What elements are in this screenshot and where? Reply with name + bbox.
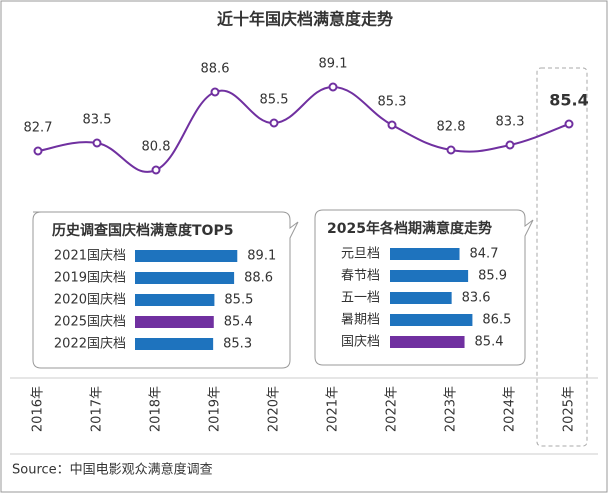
data-label: 85.5: [224, 293, 253, 308]
data-label: 89.1: [247, 249, 276, 264]
source: Source：中国电影观众满意度调查: [12, 462, 213, 478]
highlight-box: [536, 67, 588, 447]
y-tick-label: 五一档: [341, 291, 380, 306]
bar: [135, 272, 235, 284]
data-label: 85.5: [260, 93, 289, 108]
point: [387, 120, 397, 130]
bar: [390, 314, 473, 326]
y-tick-label: 国庆档: [341, 335, 380, 350]
callout: [314, 209, 534, 366]
point: [33, 146, 43, 156]
y-tick-label: 暑期档: [341, 313, 380, 328]
data-label: 85.4: [475, 335, 504, 350]
point: [505, 140, 515, 150]
data-label: 88.6: [201, 62, 230, 77]
point: [446, 145, 456, 155]
y-tick-label: 春节档: [341, 269, 380, 284]
x-tick-label: 2025年: [562, 386, 577, 432]
bar: [390, 248, 460, 260]
chart-title: 近十年国庆档满意度走势: [217, 10, 393, 29]
bar: [135, 294, 215, 306]
bar: [135, 338, 214, 350]
data-label: 86.5: [482, 313, 511, 328]
point: [564, 119, 574, 129]
bar: [390, 336, 465, 348]
inset-title: 历史调查国庆档满意度TOP5: [52, 222, 233, 239]
data-label: 88.6: [244, 271, 273, 286]
y-tick-label: 元旦档: [341, 247, 380, 262]
line: [37, 85, 570, 173]
bar: [135, 250, 238, 262]
x-tick-label: 2018年: [149, 386, 164, 432]
data-label: 80.8: [142, 140, 171, 155]
data-label: 85.4: [224, 315, 253, 330]
point: [151, 165, 161, 175]
data-label: 82.8: [437, 120, 466, 135]
y-tick-label: 2022国庆档: [54, 337, 126, 352]
bar: [135, 316, 214, 328]
x-tick-label: 2019年: [208, 386, 223, 432]
inset-title: 2025年各档期满意度走势: [327, 220, 492, 237]
data-label: 84.7: [470, 247, 499, 262]
y-tick-label: 2025国庆档: [54, 315, 126, 330]
data-label: 89.1: [319, 57, 348, 72]
point: [328, 82, 338, 92]
data-label: 83.3: [496, 115, 525, 130]
data-label: 83.5: [83, 113, 112, 128]
bar: [390, 292, 452, 304]
x-tick-label: 2020年: [267, 386, 282, 432]
y-tick-label: 2019国庆档: [54, 271, 126, 286]
data-label: 85.3: [223, 337, 252, 352]
data-label: 85.4: [549, 91, 588, 110]
x-tick-label: 2017年: [90, 386, 105, 432]
point: [210, 87, 220, 97]
x-tick-label: 2022年: [385, 386, 400, 432]
data-label: 85.3: [378, 95, 407, 110]
data-label: 82.7: [24, 121, 53, 136]
x-tick-label: 2016年: [31, 386, 46, 432]
y-tick-label: 2021国庆档: [54, 249, 126, 264]
x-tick-label: 2023年: [444, 386, 459, 432]
data-label: 85.9: [478, 269, 507, 284]
x-tick-label: 2021年: [326, 386, 341, 432]
x-tick-label: 2024年: [503, 386, 518, 432]
y-tick-label: 2020国庆档: [54, 293, 126, 308]
point: [269, 118, 279, 128]
bar: [390, 270, 469, 282]
point: [92, 138, 102, 148]
data-label: 83.6: [462, 291, 491, 306]
